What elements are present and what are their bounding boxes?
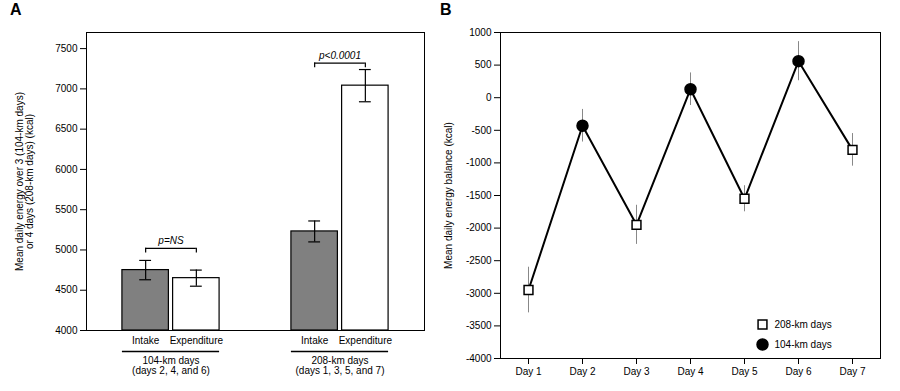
svg-text:0: 0 — [486, 92, 492, 103]
svg-text:500: 500 — [475, 59, 492, 70]
svg-text:Mean daily energy over 3 (104-: Mean daily energy over 3 (104-km days)or… — [14, 92, 35, 271]
html-text:A: A — [10, 1, 22, 18]
svg-text:Expenditure: Expenditure — [170, 335, 224, 346]
svg-text:5500: 5500 — [55, 204, 78, 215]
svg-text:-500: -500 — [471, 125, 491, 136]
svg-text:1000: 1000 — [469, 27, 492, 38]
svg-text:Day 2: Day 2 — [569, 366, 596, 377]
svg-text:-1000: -1000 — [466, 157, 492, 168]
svg-text:Day 7: Day 7 — [839, 366, 866, 377]
svg-text:104-km days(days 2, 4, and 6): 104-km days(days 2, 4, and 6) — [132, 355, 210, 376]
svg-text:Day 4: Day 4 — [677, 366, 704, 377]
svg-text:-2500: -2500 — [466, 255, 492, 266]
svg-text:Intake: Intake — [132, 335, 160, 346]
svg-text:-1500: -1500 — [466, 190, 492, 201]
svg-text:5000: 5000 — [55, 244, 78, 255]
svg-text:4500: 4500 — [55, 284, 78, 295]
svg-text:4000: 4000 — [55, 325, 78, 336]
svg-text:p<0.0001: p<0.0001 — [318, 50, 361, 61]
svg-text:6500: 6500 — [55, 123, 78, 134]
svg-text:6000: 6000 — [55, 164, 78, 175]
svg-text:Day 5: Day 5 — [731, 366, 758, 377]
svg-text:-3500: -3500 — [466, 320, 492, 331]
svg-text:Day 6: Day 6 — [785, 366, 812, 377]
svg-text:Expenditure: Expenditure — [339, 335, 393, 346]
svg-text:-3000: -3000 — [466, 288, 492, 299]
svg-text:7000: 7000 — [55, 83, 78, 94]
svg-text:-4000: -4000 — [466, 353, 492, 364]
svg-text:p=NS: p=NS — [157, 235, 184, 246]
svg-text:Day 3: Day 3 — [623, 366, 650, 377]
svg-text:208-km days: 208-km days — [775, 319, 832, 330]
html-text:B: B — [440, 1, 452, 18]
svg-text:104-km days: 104-km days — [775, 339, 832, 350]
svg-text:Mean daily energy balance (kca: Mean daily energy balance (kcal) — [443, 122, 454, 269]
svg-text:-2000: -2000 — [466, 222, 492, 233]
svg-text:7500: 7500 — [55, 43, 78, 54]
svg-text:208-km days(days 1, 3, 5, and: 208-km days(days 1, 3, 5, and 7) — [296, 355, 385, 376]
svg-text:Intake: Intake — [301, 335, 329, 346]
svg-text:Day 1: Day 1 — [515, 366, 542, 377]
